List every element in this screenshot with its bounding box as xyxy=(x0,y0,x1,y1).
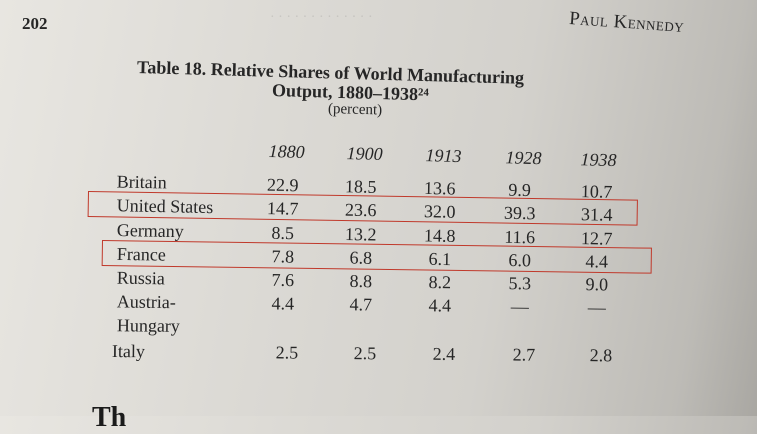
table-unit: (percent) xyxy=(327,101,383,119)
country-label: Austria- xyxy=(116,291,176,313)
country-label: Hungary xyxy=(116,315,180,336)
table-cell: 4.4 xyxy=(271,293,295,314)
country-label: Germany xyxy=(116,220,184,242)
table-cell: 2.7 xyxy=(512,344,536,365)
table-cell: — xyxy=(587,297,606,318)
table-cell: 8.8 xyxy=(349,270,373,292)
table-cell: 2.4 xyxy=(432,343,456,364)
page-number: 202 xyxy=(22,14,48,33)
table-cell: 4.4 xyxy=(428,295,452,316)
year-header: 1928 xyxy=(505,147,542,169)
country-label: Britain xyxy=(116,171,167,193)
table-cell: 2.8 xyxy=(589,345,613,366)
country-label: Italy xyxy=(111,340,145,362)
table-cell: 7.6 xyxy=(271,269,295,291)
year-header: 1900 xyxy=(346,143,383,165)
year-header: 1880 xyxy=(268,141,305,162)
table-cell: 2.5 xyxy=(275,342,299,363)
running-head: Paul Kennedy xyxy=(568,8,685,37)
table-cell: 2.5 xyxy=(353,343,377,364)
year-header: 1913 xyxy=(425,145,462,167)
table-cell: 4.7 xyxy=(349,294,373,315)
country-label: Russia xyxy=(116,267,165,289)
bottom-text-fragment: Th xyxy=(92,402,127,433)
year-header: 1938 xyxy=(580,149,617,171)
table-cell: 5.3 xyxy=(508,273,532,294)
table-cell: 8.5 xyxy=(271,222,295,244)
table-cell: — xyxy=(510,296,529,317)
table-cell: 8.2 xyxy=(428,271,452,293)
table-cell: 9.0 xyxy=(585,274,609,295)
bleed-through-text: · · · · · · · · · · · · · xyxy=(270,10,373,25)
